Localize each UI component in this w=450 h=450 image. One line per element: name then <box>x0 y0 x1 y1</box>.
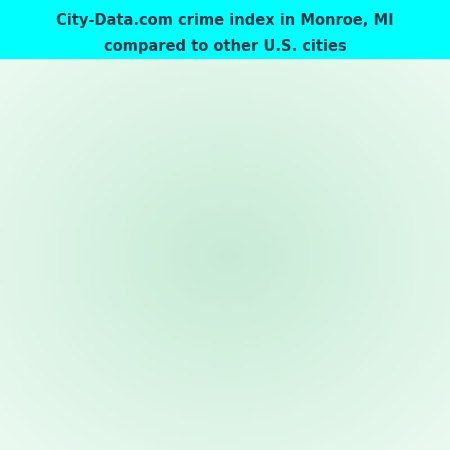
Text: 5: 5 <box>178 382 184 389</box>
Text: 40: 40 <box>136 130 147 140</box>
Text: ⓘ City-Data.com: ⓘ City-Data.com <box>325 82 409 92</box>
Text: compared to other U.S. cities: compared to other U.S. cities <box>104 39 346 54</box>
Text: 0: 0 <box>223 390 227 396</box>
Text: 25: 25 <box>80 246 86 255</box>
Text: 45: 45 <box>176 111 186 119</box>
Text: 55: 55 <box>264 111 274 119</box>
Text: Higher than in: Higher than in <box>183 260 267 273</box>
Text: City-Data.com crime index in Monroe, MI: City-Data.com crime index in Monroe, MI <box>56 13 394 28</box>
Circle shape <box>94 119 356 382</box>
Wedge shape <box>225 84 392 250</box>
Text: 90: 90 <box>303 360 314 371</box>
Text: 60: 60 <box>303 130 314 140</box>
Wedge shape <box>53 78 397 423</box>
Text: 80: 80 <box>356 289 365 300</box>
Text: 30: 30 <box>85 201 94 212</box>
Text: 50: 50 <box>220 105 230 111</box>
Text: 100: 100 <box>218 390 232 396</box>
Wedge shape <box>58 84 225 417</box>
Text: 85: 85 <box>335 329 345 339</box>
Text: 35: 35 <box>105 161 115 172</box>
Text: 25.2 % of U.S. cities: 25.2 % of U.S. cities <box>154 291 296 304</box>
Text: 10: 10 <box>136 360 147 371</box>
Wedge shape <box>225 250 392 417</box>
Text: 95: 95 <box>264 382 274 390</box>
Text: 75: 75 <box>364 246 370 255</box>
Text: 65: 65 <box>335 161 345 172</box>
Text: 20: 20 <box>85 289 94 300</box>
Text: 15: 15 <box>105 329 115 339</box>
Text: 70: 70 <box>356 201 365 212</box>
